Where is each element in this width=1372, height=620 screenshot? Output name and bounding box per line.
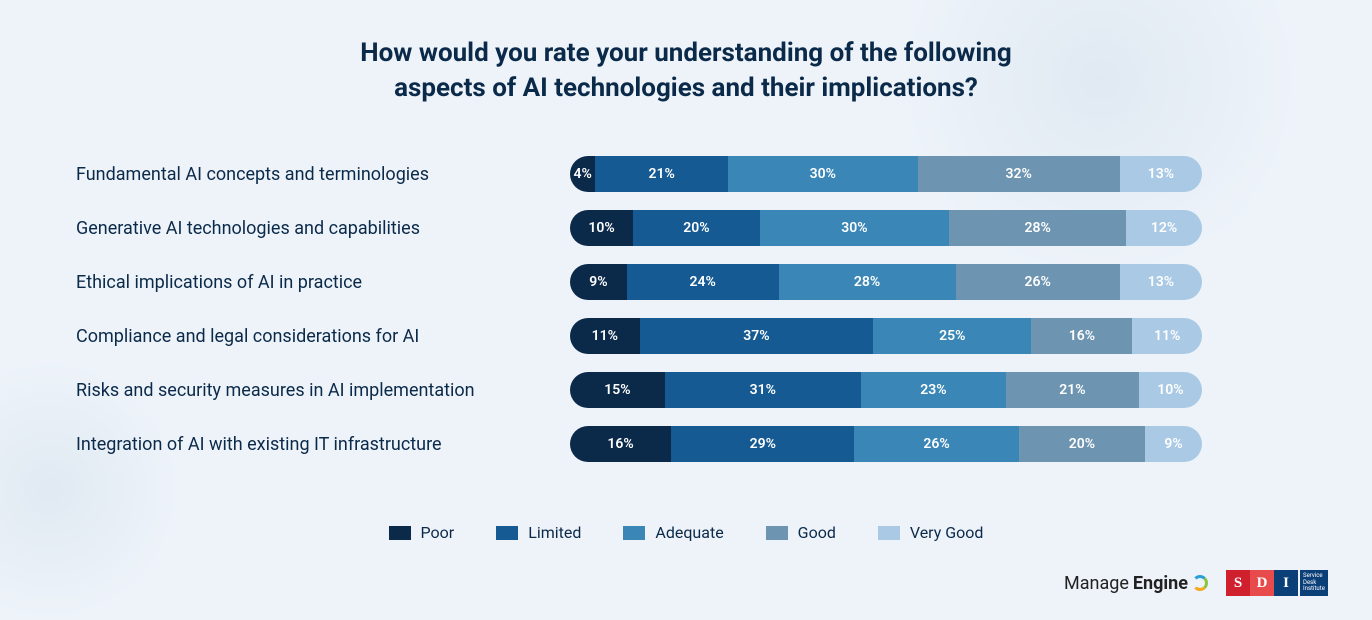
bar-segment-poor: 11%: [570, 318, 640, 354]
legend-swatch: [389, 526, 411, 540]
chart-row: Generative AI technologies and capabilit…: [76, 210, 1202, 246]
chart-row: Compliance and legal considerations for …: [76, 318, 1202, 354]
bar-segment-good: 28%: [949, 210, 1126, 246]
legend-label: Poor: [421, 523, 455, 542]
bar-segment-limited: 31%: [665, 372, 861, 408]
legend-item-verygood: Very Good: [878, 523, 984, 542]
sdi-d: D: [1250, 570, 1274, 596]
stacked-bar: 11%37%25%16%11%: [570, 318, 1202, 354]
legend-swatch: [496, 526, 518, 540]
bar-segment-verygood: 10%: [1139, 372, 1202, 408]
bar-segment-limited: 21%: [595, 156, 728, 192]
legend-label: Adequate: [655, 523, 723, 542]
bar-segment-poor: 16%: [570, 426, 671, 462]
row-label: Integration of AI with existing IT infra…: [76, 434, 546, 455]
legend-swatch: [623, 526, 645, 540]
legend-swatch: [766, 526, 788, 540]
bar-segment-limited: 29%: [671, 426, 854, 462]
stacked-bar: 16%29%26%20%9%: [570, 426, 1202, 462]
legend-label: Good: [798, 523, 836, 542]
chart-row: Integration of AI with existing IT infra…: [76, 426, 1202, 462]
legend-item-poor: Poor: [389, 523, 455, 542]
bar-segment-verygood: 13%: [1120, 264, 1202, 300]
bar-segment-adequate: 25%: [873, 318, 1031, 354]
legend-item-limited: Limited: [496, 523, 581, 542]
legend-swatch: [878, 526, 900, 540]
bar-segment-adequate: 30%: [728, 156, 918, 192]
bar-segment-poor: 15%: [570, 372, 665, 408]
row-label: Fundamental AI concepts and terminologie…: [76, 164, 546, 185]
bar-segment-verygood: 11%: [1132, 318, 1202, 354]
bar-segment-verygood: 13%: [1120, 156, 1202, 192]
bar-segment-adequate: 28%: [779, 264, 956, 300]
chart-row: Risks and security measures in AI implem…: [76, 372, 1202, 408]
legend-label: Limited: [528, 523, 581, 542]
chart-legend: Poor Limited Adequate Good Very Good: [0, 523, 1372, 542]
me-word-1: Manage: [1064, 573, 1129, 594]
sdi-s: S: [1226, 570, 1250, 596]
bar-segment-limited: 24%: [627, 264, 779, 300]
stacked-bar: 15%31%23%21%10%: [570, 372, 1202, 408]
chart-title: How would you rate your understanding of…: [0, 36, 1372, 106]
legend-item-adequate: Adequate: [623, 523, 723, 542]
bar-segment-poor: 9%: [570, 264, 627, 300]
legend-label: Very Good: [910, 523, 984, 542]
stacked-bar: 10%20%30%28%12%: [570, 210, 1202, 246]
stacked-bar: 9%24%28%26%13%: [570, 264, 1202, 300]
bar-segment-good: 20%: [1019, 426, 1145, 462]
bar-segment-verygood: 9%: [1145, 426, 1202, 462]
row-label: Compliance and legal considerations for …: [76, 326, 546, 347]
manageengine-logo: ManageEngine: [1064, 573, 1208, 594]
me-swirl-icon: [1192, 575, 1208, 591]
row-label: Generative AI technologies and capabilit…: [76, 218, 546, 239]
chart-row: Fundamental AI concepts and terminologie…: [76, 156, 1202, 192]
sdi-i: I: [1274, 570, 1298, 596]
bar-segment-limited: 37%: [640, 318, 874, 354]
bar-segment-poor: 10%: [570, 210, 633, 246]
bar-segment-good: 16%: [1031, 318, 1132, 354]
stacked-bar-chart: Fundamental AI concepts and terminologie…: [76, 156, 1202, 462]
footer-logos: ManageEngine S D I Service Desk Institut…: [1064, 570, 1328, 596]
title-line-1: How would you rate your understanding of…: [360, 38, 1011, 68]
legend-item-good: Good: [766, 523, 836, 542]
stacked-bar: 4%21%30%32%13%: [570, 156, 1202, 192]
row-label: Risks and security measures in AI implem…: [76, 380, 546, 401]
me-word-2: Engine: [1133, 573, 1188, 594]
row-label: Ethical implications of AI in practice: [76, 272, 546, 293]
title-line-2: aspects of AI technologies and their imp…: [394, 73, 978, 103]
bar-segment-adequate: 23%: [861, 372, 1006, 408]
bar-segment-good: 32%: [918, 156, 1120, 192]
chart-row: Ethical implications of AI in practice 9%…: [76, 264, 1202, 300]
bar-segment-adequate: 30%: [760, 210, 950, 246]
bar-segment-verygood: 12%: [1126, 210, 1202, 246]
bar-segment-poor: 4%: [570, 156, 595, 192]
bar-segment-limited: 20%: [633, 210, 759, 246]
sdi-tag: Service Desk Institute: [1300, 570, 1328, 596]
sdi-logo: S D I Service Desk Institute: [1226, 570, 1328, 596]
bar-segment-adequate: 26%: [854, 426, 1018, 462]
bar-segment-good: 21%: [1006, 372, 1139, 408]
bar-segment-good: 26%: [956, 264, 1120, 300]
